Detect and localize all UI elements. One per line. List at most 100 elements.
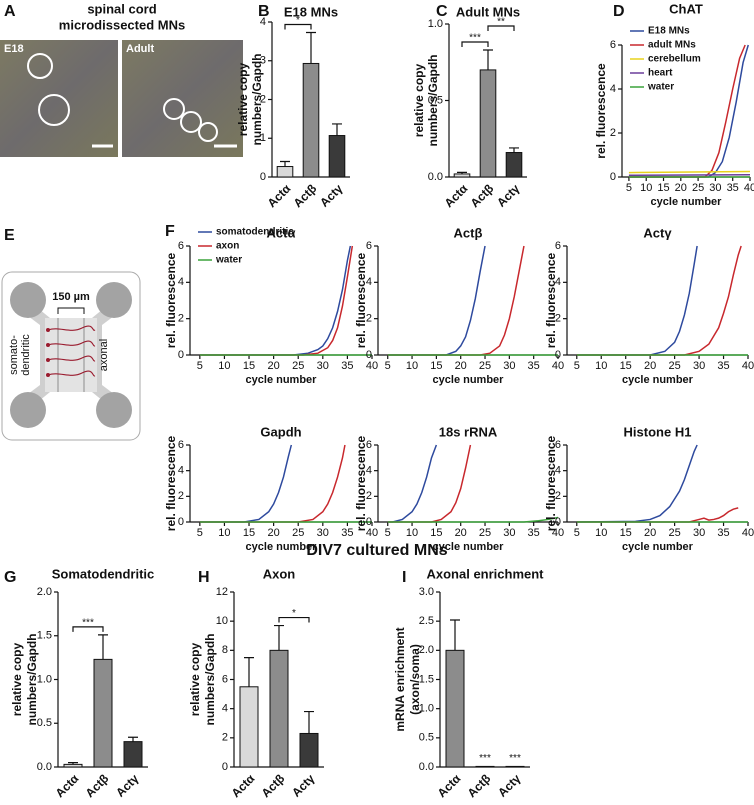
x-tick-label: 30 <box>317 360 329 372</box>
bar <box>299 732 319 768</box>
significance-label: ** <box>497 17 505 28</box>
x-tick-label: 20 <box>644 527 656 539</box>
bar <box>276 166 294 178</box>
x-tick-label: 5 <box>197 527 203 539</box>
x-tick-label: 25 <box>692 182 704 194</box>
error-bar <box>483 49 493 70</box>
bar <box>505 152 523 178</box>
x-tick-label: 10 <box>218 360 230 372</box>
y-tick-label: 2.5 <box>419 615 434 627</box>
significance-bracket <box>487 25 515 32</box>
legend-label: water <box>215 255 242 266</box>
y-axis-label: (axon/soma) <box>408 644 422 715</box>
y-axis-label: rel. fluorescence <box>594 63 608 159</box>
x-tick-label: 5 <box>385 527 391 539</box>
y-axis-label: numbers/Gapdh <box>250 53 264 145</box>
x-tick-label: 40 <box>552 527 564 539</box>
x-tick-label: 40 <box>742 360 754 372</box>
y-axis-label: numbers/Gapdh <box>203 633 217 725</box>
error-bar <box>274 624 284 651</box>
error-bar <box>304 710 314 734</box>
y-axis-label: rel. fluorescence <box>544 252 558 348</box>
y-axis-label: rel. fluorescence <box>544 435 558 531</box>
x-tick-label: Actγ <box>494 181 523 210</box>
x-tick-label: 20 <box>267 360 279 372</box>
y-tick-label: 0.5 <box>428 94 443 106</box>
y-tick-label: 4 <box>555 465 561 477</box>
x-tick-label: 40 <box>552 360 564 372</box>
x-tick-label: Actβ <box>83 771 112 800</box>
error-bar <box>128 736 138 742</box>
x-axis-label: cycle number <box>433 541 505 553</box>
significance-bracket <box>461 41 489 48</box>
region-label: axonal <box>98 339 110 371</box>
y-axis-label: rel. fluorescence <box>164 252 178 348</box>
x-tick-label: 30 <box>693 527 705 539</box>
chart-title: E18 MNs <box>284 4 338 19</box>
line <box>387 444 472 523</box>
x-tick-label: Actα <box>265 181 294 210</box>
x-axis-label: cycle number <box>651 196 723 208</box>
error-bar <box>457 171 467 174</box>
x-tick-label: Actγ <box>289 771 318 800</box>
y-tick-label: 4 <box>260 16 266 28</box>
x-tick-label: 10 <box>406 360 418 372</box>
x-axis-label: cycle number <box>433 374 505 386</box>
error-bar <box>332 123 342 136</box>
x-tick-label: 15 <box>430 360 442 372</box>
line <box>199 444 293 523</box>
y-tick-label: 6 <box>366 439 372 451</box>
line <box>199 245 352 356</box>
panel-letter: E <box>4 227 15 244</box>
y-tick-label: 2 <box>555 313 561 325</box>
line <box>628 44 749 178</box>
y-tick-label: 4 <box>366 465 372 477</box>
image-title: spinal cord <box>87 1 156 16</box>
legend-label: somatodendritic <box>216 227 294 238</box>
panel-letter: H <box>198 569 210 586</box>
significance-label: *** <box>469 33 481 44</box>
x-tick-label: Actβ <box>259 771 288 800</box>
bar <box>445 649 465 768</box>
x-tick-label: 20 <box>675 182 687 194</box>
x-tick-label: 10 <box>218 527 230 539</box>
x-tick-label: Actα <box>442 181 471 210</box>
x-axis-label: cycle number <box>622 374 694 386</box>
x-tick-label: 30 <box>317 527 329 539</box>
x-tick-label: 40 <box>744 182 754 194</box>
x-tick-label: 10 <box>406 527 418 539</box>
chart-title: Actγ <box>643 225 672 240</box>
y-tick-label: 0 <box>260 171 266 183</box>
scale-bracket <box>57 307 85 314</box>
x-tick-label: 10 <box>640 182 652 194</box>
panel-letter: D <box>613 3 625 20</box>
x-tick-label: 25 <box>668 360 680 372</box>
y-tick-label: 4 <box>222 703 228 715</box>
legend-label: cerebellum <box>648 54 701 65</box>
panel-letter: B <box>258 3 270 20</box>
x-tick-label: 20 <box>267 527 279 539</box>
x-tick-label: 25 <box>479 360 491 372</box>
x-tick-label: Actα <box>53 771 82 800</box>
bar <box>479 69 497 178</box>
y-tick-label: 1.5 <box>419 673 434 685</box>
y-tick-label: 2 <box>260 93 266 105</box>
x-tick-label: 40 <box>366 527 378 539</box>
x-tick-label: Actβ <box>291 181 320 210</box>
y-tick-label: 0 <box>178 349 184 361</box>
chart-title: Adult MNs <box>456 4 520 19</box>
significance-bracket <box>72 626 104 632</box>
device-diagram: 150 µm somato- dendritic axonal <box>1 271 141 441</box>
y-tick-label: 4 <box>178 465 184 477</box>
x-tick-label: 30 <box>503 527 515 539</box>
y-tick-label: 2 <box>178 313 184 325</box>
y-axis-label: rel. fluorescence <box>354 252 368 348</box>
y-tick-label: 2.0 <box>419 644 434 656</box>
chart-title: ChAT <box>669 1 703 16</box>
axons <box>47 325 96 377</box>
x-tick-label: 5 <box>385 360 391 372</box>
y-tick-label: 2 <box>555 490 561 502</box>
x-tick-label: 20 <box>455 360 467 372</box>
line <box>576 507 739 523</box>
bar <box>93 658 113 768</box>
